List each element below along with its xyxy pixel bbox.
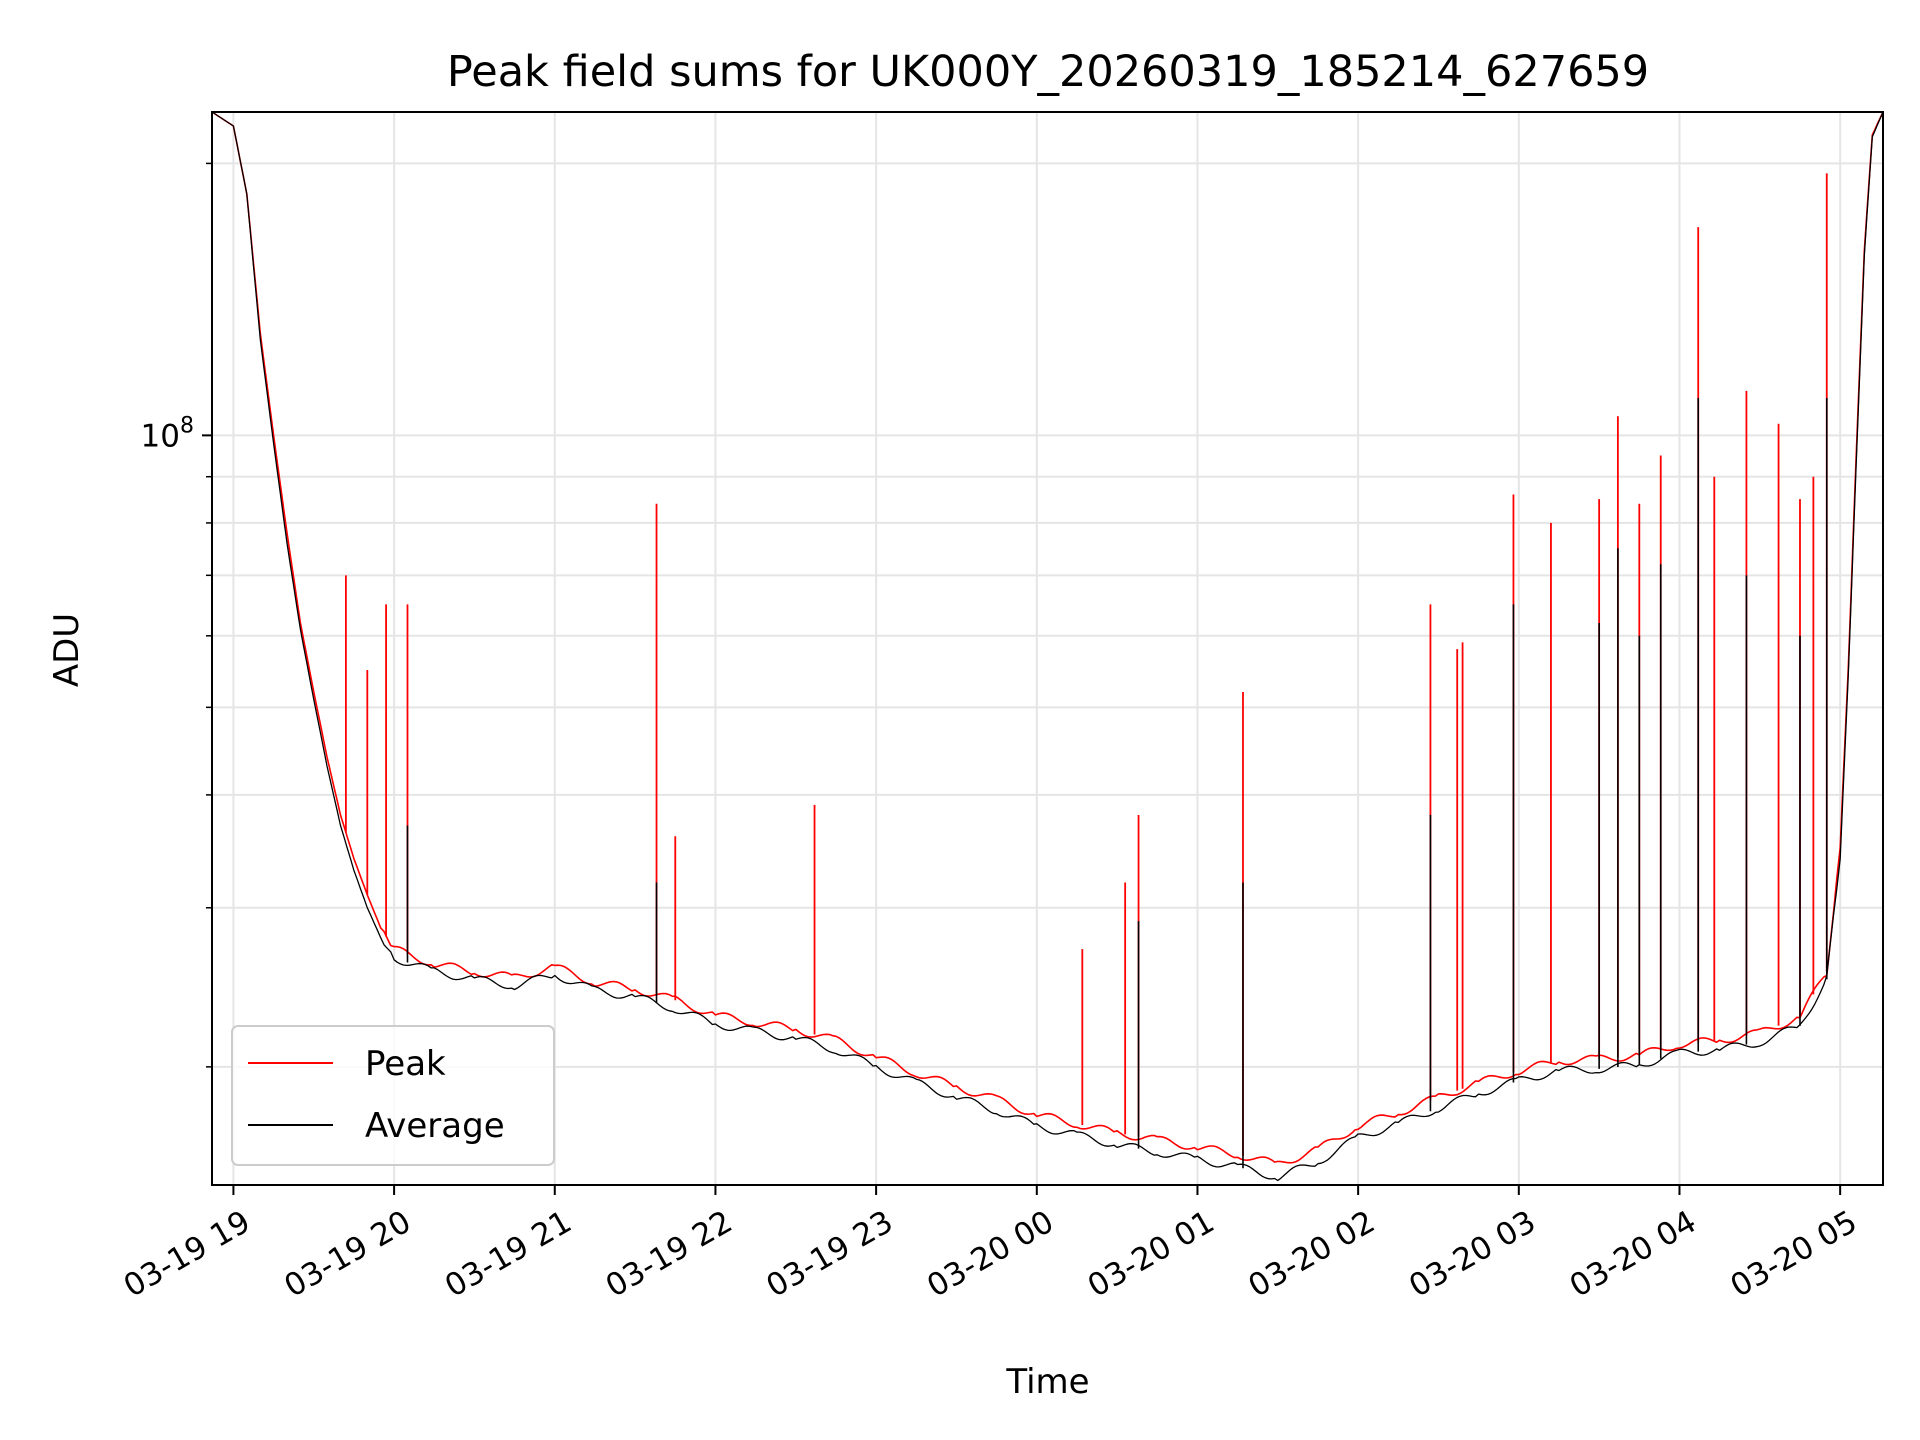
series-line-average (211, 111, 1884, 1182)
plot-area (211, 111, 1884, 1182)
y-tick-label: 108 (141, 413, 194, 454)
y-axis-label: ADU (47, 613, 87, 687)
x-axis-label: Time (1005, 1362, 1089, 1402)
legend-label-peak: Peak (365, 1044, 446, 1084)
plot-frame (211, 111, 1884, 1186)
legend-box (231, 1025, 555, 1166)
series-line-peak (211, 111, 1884, 1164)
legend: Peak Average (231, 1025, 555, 1166)
grid (212, 112, 1883, 1185)
chart-title: Peak field sums for UK000Y_20260319_1852… (447, 47, 1649, 97)
legend-label-average: Average (365, 1106, 505, 1146)
